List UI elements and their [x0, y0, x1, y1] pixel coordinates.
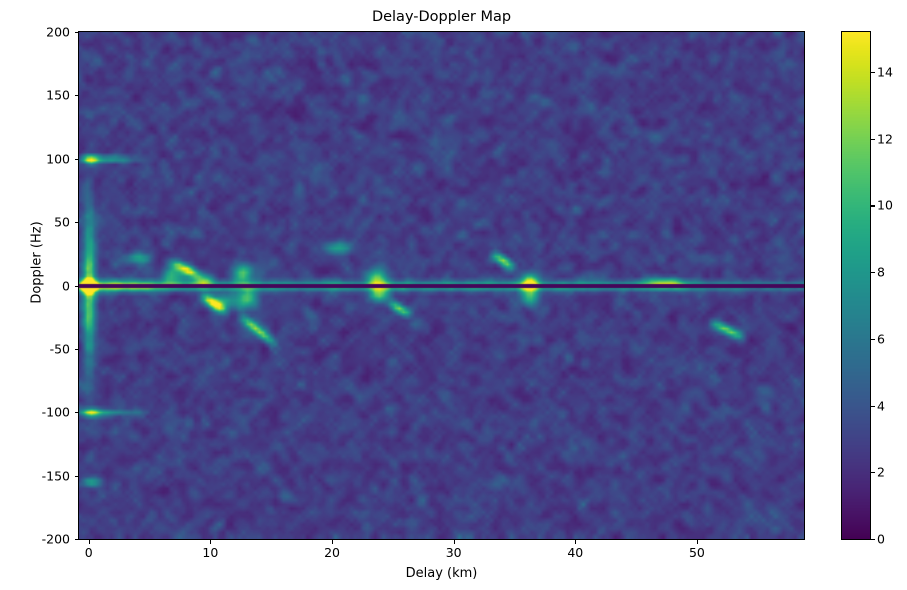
- colorbar-tick-label: 8: [877, 264, 885, 280]
- x-tick-label: 10: [202, 545, 219, 560]
- y-tick-mark: [74, 95, 78, 97]
- y-tick-label: -150: [41, 468, 70, 484]
- colorbar-tick-label: 14: [877, 64, 893, 80]
- y-tick-mark: [74, 412, 78, 414]
- colorbar-gradient: [842, 32, 870, 539]
- y-tick-label: 150: [46, 87, 70, 103]
- colorbar-tick-mark: [871, 539, 875, 541]
- x-tick-label: 50: [688, 545, 705, 560]
- y-tick-label: 100: [46, 151, 70, 167]
- colorbar-tick-mark: [871, 405, 875, 407]
- x-tick-mark: [210, 540, 212, 544]
- colorbar-tick-label: 0: [877, 531, 885, 547]
- colorbar-tick-mark: [871, 72, 875, 74]
- y-tick-mark: [74, 285, 78, 287]
- y-tick-label: -200: [41, 531, 70, 547]
- y-tick-mark: [74, 222, 78, 224]
- y-tick-mark: [74, 539, 78, 541]
- x-tick-mark: [88, 540, 90, 544]
- y-tick-mark: [74, 348, 78, 350]
- delay-doppler-heatmap: [79, 32, 804, 539]
- y-tick-label: 200: [46, 24, 70, 40]
- page-title: Delay-Doppler Map: [371, 9, 512, 25]
- y-tick-mark: [74, 32, 78, 34]
- x-tick-label: 0: [84, 545, 93, 560]
- y-tick-mark: [74, 158, 78, 160]
- x-axis-label: Delay (km): [405, 566, 478, 581]
- heatmap-axes: [78, 31, 805, 540]
- x-tick-mark: [332, 540, 334, 544]
- x-tick-label: 30: [445, 545, 462, 560]
- x-tick-mark: [575, 540, 577, 544]
- colorbar-tick-label: 12: [877, 131, 893, 147]
- colorbar-tick-label: 4: [877, 398, 885, 414]
- colorbar-tick-label: 10: [877, 197, 893, 213]
- y-axis-label: Doppler (Hz): [29, 221, 45, 304]
- y-tick-label: 0: [62, 278, 70, 293]
- colorbar-tick-mark: [871, 138, 875, 140]
- colorbar-tick-mark: [871, 272, 875, 274]
- colorbar: [841, 31, 871, 540]
- y-tick-label: 50: [54, 214, 70, 230]
- colorbar-tick-label: 6: [877, 331, 885, 347]
- y-tick-mark: [74, 475, 78, 477]
- x-tick-label: 40: [567, 545, 584, 560]
- y-tick-label: -50: [49, 341, 70, 357]
- x-tick-label: 20: [324, 545, 340, 560]
- colorbar-tick-label: 2: [877, 464, 885, 480]
- x-tick-mark: [696, 540, 699, 544]
- colorbar-tick-mark: [871, 472, 875, 474]
- x-tick-mark: [453, 540, 455, 544]
- colorbar-tick-mark: [871, 205, 875, 207]
- colorbar-tick-mark: [871, 338, 875, 340]
- y-tick-label: -100: [41, 404, 70, 420]
